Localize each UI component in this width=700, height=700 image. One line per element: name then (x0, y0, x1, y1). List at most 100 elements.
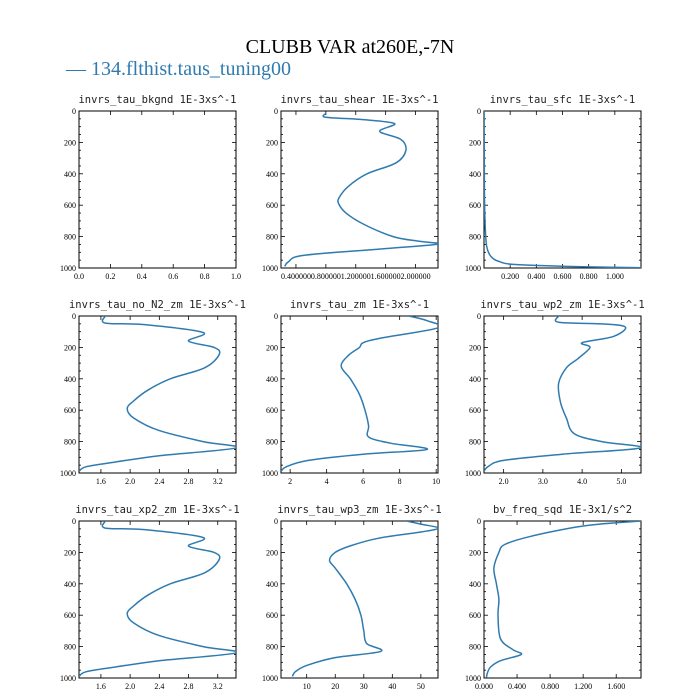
y-tick-label: 400 (266, 580, 278, 589)
y-tick-label: 1000 (465, 674, 481, 683)
chart-panel: invrs_tau_bkgnd 1E-3xs^-10 200 400 600 800 10… (60, 94, 241, 281)
x-tick-label: 1.000 (606, 272, 624, 281)
y-tick-label: 200 (64, 343, 76, 352)
y-tick-label: 400 (469, 375, 481, 384)
legend-line-icon: — (66, 58, 91, 80)
chart-panel: invrs_tau_no_N2_zm 1E-3xs^-10 200 400 600 80… (60, 299, 246, 486)
y-tick-label: 1000 (60, 674, 76, 683)
x-tick-label: 5.0 (616, 477, 626, 486)
plot-frame (78, 520, 237, 679)
plot-frame (483, 315, 642, 474)
x-tick-label: 1.600000 (371, 272, 401, 281)
x-tick-label: 0.800 (541, 682, 559, 691)
y-tick-label: 800 (64, 233, 76, 242)
x-tick-label: 2.0 (125, 682, 135, 691)
y-tick-label: 600 (64, 406, 76, 415)
y-tick-label: 600 (266, 611, 278, 620)
panel-title: invrs_tau_xp2_zm 1E-3xs^-1 (75, 504, 239, 516)
x-tick-label: 2.000000 (401, 272, 431, 281)
y-tick-label: 1000 (262, 674, 278, 683)
x-tick-label: 1.200 (574, 682, 592, 691)
x-tick-label: 30 (360, 682, 368, 691)
y-tick-label: 600 (64, 201, 76, 210)
chart-panel: invrs_tau_xp2_zm 1E-3xs^-10 200 400 600 800 1… (60, 504, 240, 691)
x-tick-label: 2.0 (125, 477, 135, 486)
y-tick-label: 200 (64, 548, 76, 557)
series-line (281, 316, 438, 472)
y-tick-label: 1000 (60, 264, 76, 273)
x-tick-label: 1.0 (231, 272, 241, 281)
y-tick-label: 1000 (262, 469, 278, 478)
y-tick-label: 1000 (465, 469, 481, 478)
x-tick-label: 40 (388, 682, 396, 691)
y-tick-label: 600 (469, 201, 481, 210)
x-tick-label: 0.200 (501, 272, 519, 281)
plot-frame (78, 110, 237, 269)
x-tick-label: 2.4 (154, 682, 164, 691)
x-tick-label: 10 (303, 682, 311, 691)
x-tick-label: 1.200000 (341, 272, 371, 281)
x-tick-label: 2.8 (184, 682, 194, 691)
series-line (79, 521, 236, 678)
y-tick-label: 200 (469, 548, 481, 557)
x-tick-label: 4.0 (577, 477, 587, 486)
y-tick-label: 600 (469, 611, 481, 620)
chart-panel: invrs_tau_wp2_zm 1E-3xs^-10 200 400 600 800 1… (465, 299, 645, 486)
legend: — 134.flthist.taus_tuning00 (66, 58, 291, 81)
plot-frame (78, 315, 237, 474)
panel-title: invrs_tau_shear 1E-3xs^-1 (280, 94, 438, 106)
y-tick-label: 200 (469, 343, 481, 352)
y-tick-label: 200 (64, 138, 76, 147)
y-tick-label: 800 (469, 643, 481, 652)
series-line (485, 521, 641, 678)
chart-panel: invrs_tau_zm 1E-3xs^-1 0 200 400 600 800 1000 2… (262, 299, 440, 486)
y-tick-label: 800 (266, 643, 278, 652)
page-title: CLUBB VAR at260E,-7N (245, 36, 455, 58)
y-tick-label: 400 (469, 170, 481, 179)
x-tick-label: 1.6 (96, 682, 106, 691)
panel-title: invrs_tau_no_N2_zm 1E-3xs^-1 (69, 299, 246, 311)
x-tick-label: 0.400 (527, 272, 545, 281)
x-tick-label: 8 (398, 477, 402, 486)
chart-panel: invrs_tau_shear 1E-3xs^-10 200 400 600 800 10… (262, 94, 439, 281)
series-line (484, 111, 641, 268)
x-tick-label: 20 (331, 682, 339, 691)
x-tick-label: 0.8 (200, 272, 210, 281)
x-tick-label: 2.0 (499, 477, 509, 486)
panel-title: invrs_tau_sfc 1E-3xs^-1 (490, 94, 635, 106)
panel-title: invrs_tau_bkgnd 1E-3xs^-1 (78, 94, 236, 106)
y-tick-label: 800 (469, 438, 481, 447)
legend-label: 134.flthist.taus_tuning00 (91, 58, 291, 80)
y-tick-label: 800 (266, 233, 278, 242)
x-tick-label: 0.2 (105, 272, 115, 281)
y-tick-label: 600 (469, 406, 481, 415)
y-tick-label: 1000 (465, 264, 481, 273)
y-tick-label: 400 (64, 170, 76, 179)
x-tick-label: 0.4 (137, 272, 147, 281)
y-tick-label: 400 (266, 375, 278, 384)
series-line (79, 316, 236, 473)
x-tick-label: 50 (417, 682, 425, 691)
y-tick-label: 0 (72, 312, 76, 321)
plot-frame (280, 110, 439, 269)
plot-frame (483, 520, 642, 679)
x-tick-label: 2.4 (154, 477, 164, 486)
y-tick-label: 0 (477, 107, 481, 116)
series-line (484, 316, 641, 472)
y-tick-label: 200 (266, 548, 278, 557)
y-tick-label: 400 (266, 170, 278, 179)
x-tick-label: 0.400000 (281, 272, 311, 281)
y-tick-label: 0 (274, 107, 278, 116)
y-tick-label: 800 (266, 438, 278, 447)
x-tick-label: 0.0 (74, 272, 84, 281)
x-tick-label: 0.400 (508, 682, 526, 691)
x-tick-label: 0.800000 (311, 272, 341, 281)
x-tick-label: 10 (432, 477, 440, 486)
y-tick-label: 200 (266, 138, 278, 147)
y-tick-label: 0 (274, 517, 278, 526)
x-tick-label: 1.6 (96, 477, 106, 486)
x-tick-label: 0.000 (475, 682, 493, 691)
x-tick-label: 0.800 (580, 272, 598, 281)
x-tick-label: 0.6 (168, 272, 178, 281)
x-tick-label: 1.600 (607, 682, 625, 691)
